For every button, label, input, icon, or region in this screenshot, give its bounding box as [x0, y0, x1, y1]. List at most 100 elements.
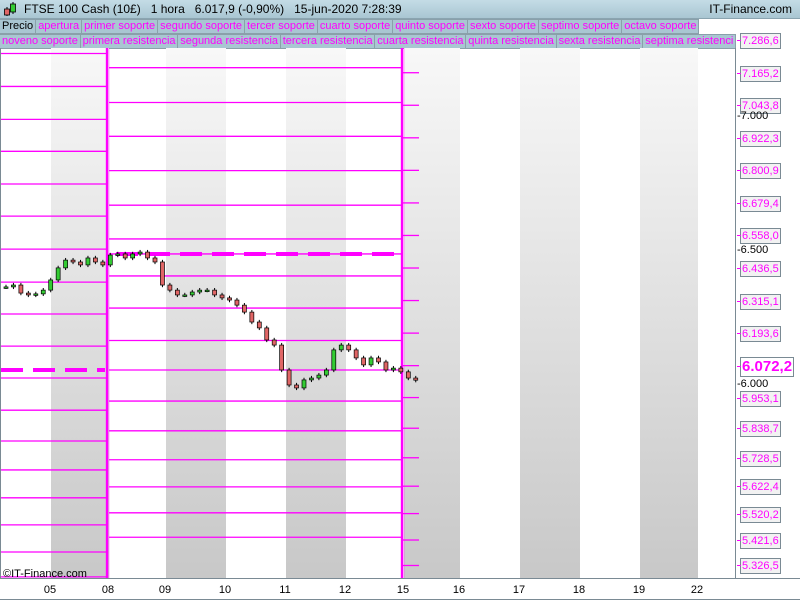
legend-item[interactable]: quinto soporte [393, 19, 468, 34]
candle-body [331, 349, 337, 371]
axis-tick [737, 268, 741, 270]
axis-tick [737, 540, 741, 541]
candle-body [182, 294, 188, 297]
candle-body [294, 384, 299, 389]
candlestick-icon [4, 2, 16, 16]
candle-body [249, 311, 255, 323]
candle-body [152, 257, 158, 263]
level-price-label: 5.728,5 [740, 450, 781, 467]
level-price-label: 6.558,0 [740, 228, 781, 245]
legend-item[interactable]: primer soporte [82, 19, 159, 34]
candle-body [145, 251, 150, 259]
axis-tick [737, 513, 741, 515]
legend-item[interactable]: septima resistenci [643, 34, 736, 49]
candle-body [376, 357, 381, 363]
candle-body [383, 361, 389, 371]
legend-item[interactable]: cuarta resistencia [375, 34, 467, 49]
time-axis: 05 08 09 10 11 12 15 16 17 18 19 22 [0, 578, 800, 600]
candle-body [324, 369, 329, 376]
level-price-label: 7.286,6 [740, 33, 781, 50]
title-bar: FTSE 100 Cash (10£) 1 hora 6.017,9 (-0,9… [0, 0, 800, 19]
axis-tick [737, 365, 741, 367]
legend-item[interactable]: segundo soporte [158, 19, 246, 34]
candle-body [160, 261, 165, 286]
axis-tick [737, 457, 741, 459]
x-tick-label: 10 [218, 584, 232, 596]
candle-body [301, 379, 307, 389]
candle-body [413, 377, 419, 381]
legend-item[interactable]: primera resistencia [80, 34, 179, 49]
x-tick-label: 05 [43, 584, 57, 596]
candle-body [137, 251, 143, 255]
candle-body [212, 289, 217, 296]
level-price-label: 5.520,2 [740, 506, 781, 523]
legend-item[interactable]: sexto soporte [467, 19, 540, 34]
x-tick-label: 15 [396, 584, 410, 596]
candle-body [40, 289, 46, 295]
candle-body [338, 344, 344, 351]
legend-item[interactable]: noveno soporte [0, 34, 81, 49]
level-price-label: 6.315,1 [740, 293, 781, 310]
level-price-label: 7.165,2 [740, 65, 781, 82]
candle-body [279, 344, 284, 371]
legend-item[interactable]: octavo soporte [622, 19, 700, 34]
instrument-title: FTSE 100 Cash (10£) 1 hora 6.017,9 (-0,9… [24, 2, 402, 16]
candle-body [234, 299, 240, 306]
level-price-label: 5.326,5 [740, 558, 781, 575]
y-tick-label: -6.500 [737, 244, 769, 256]
candle-body [197, 289, 203, 293]
legend-item[interactable]: segunda resistencia [178, 34, 281, 49]
candle-body [107, 254, 113, 266]
price-chart [1, 48, 698, 578]
candle-body [48, 279, 54, 291]
x-tick-label: 18 [572, 584, 586, 596]
axis-tick [737, 300, 741, 302]
level-price-label: 5.622,4 [740, 479, 781, 496]
candle-body [256, 321, 262, 329]
candle-body [55, 267, 61, 281]
level-price-label: 5.838,7 [740, 421, 781, 438]
axis-tick [737, 137, 741, 139]
candle-body [175, 289, 180, 296]
level-price-label: 7.043,8 [740, 98, 781, 115]
legend-item[interactable]: tercera resistencia [280, 34, 376, 49]
y-tick-label: -7.000 [737, 110, 769, 122]
level-price-label: 6.436,5 [740, 261, 781, 278]
x-tick-label: 16 [452, 584, 466, 596]
day-shade [286, 48, 346, 578]
candle-body [227, 297, 232, 301]
candle-body [93, 257, 98, 263]
axis-tick [737, 235, 741, 237]
candle-body [130, 253, 135, 259]
legend-item[interactable]: sexta resistencia [556, 34, 644, 49]
legend-item[interactable]: septimo soporte [539, 19, 623, 34]
candle-body [309, 377, 314, 381]
chart-plot-area[interactable] [0, 48, 736, 578]
legend-item[interactable]: quinta resistencia [466, 34, 557, 49]
candle-body [85, 257, 91, 266]
candle-body [189, 291, 195, 296]
day-shade [404, 48, 460, 578]
candle-body [286, 369, 292, 386]
current-price-label: 6.072,2 [740, 356, 795, 377]
candle-body [264, 327, 270, 341]
y-tick-label: -6.000 [737, 378, 769, 390]
candle-body [346, 344, 352, 351]
candle-body [368, 357, 374, 366]
candle-body [271, 339, 277, 346]
x-tick-label: 19 [632, 584, 646, 596]
legend-item[interactable]: apertura [36, 19, 83, 34]
legend-item[interactable]: Precio [0, 19, 37, 34]
x-tick-label: 17 [512, 584, 526, 596]
axis-tick [737, 105, 741, 107]
legend-item[interactable]: tercer soporte [245, 19, 318, 34]
candle-body [18, 284, 24, 294]
candle-body [361, 357, 366, 366]
x-tick-label: 22 [690, 584, 704, 596]
level-price-label: 6.800,9 [740, 163, 781, 180]
legend-item[interactable]: cuarto soporte [317, 19, 394, 34]
axis-tick [737, 202, 741, 204]
level-price-label: 6.922,3 [740, 130, 781, 147]
legend-row-2: noveno soporte primera resistencia segunda… [0, 34, 736, 49]
axis-tick [737, 40, 741, 42]
